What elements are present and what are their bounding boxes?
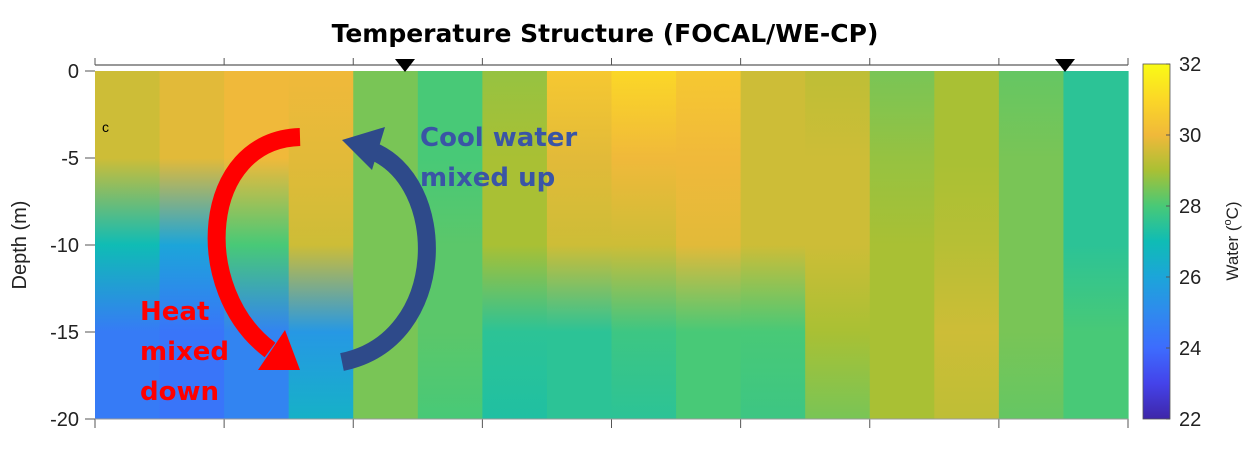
station-marker-triangle-down-icon	[395, 59, 415, 72]
colorbar-label: Water (oC)	[1222, 201, 1242, 280]
heatmap-column	[611, 71, 677, 419]
heat-line-3: down	[140, 377, 219, 407]
y-tick-label: -10	[50, 235, 79, 257]
y-tick-label: -20	[50, 409, 79, 431]
y-tick-label: -15	[50, 322, 79, 344]
panel-label: c	[102, 119, 109, 135]
cool-annotation: Cool water mixed up	[420, 123, 577, 193]
cool-line-2: mixed up	[420, 163, 555, 193]
colorbar-tick-label: 32	[1179, 54, 1201, 76]
colorbar: 32 30 28 26 24 22	[1142, 54, 1201, 431]
heatmap-column	[998, 71, 1065, 419]
cool-arrow-body	[339, 141, 436, 371]
heatmap-column	[353, 71, 419, 419]
heatmap-column	[546, 71, 613, 419]
y-tick-label: -5	[61, 148, 79, 170]
colorbar-tick-label: 24	[1179, 338, 1201, 360]
heatmap-column	[95, 71, 161, 419]
y-tick-label: 0	[68, 61, 79, 83]
heatmap-column	[869, 71, 935, 419]
heatmap-cells	[95, 71, 1129, 419]
chart-title: Temperature Structure (FOCAL/WE-CP)	[332, 19, 879, 48]
heatmap-column	[740, 71, 806, 419]
y-axis-label: Depth (m)	[9, 201, 31, 290]
heatmap-column	[676, 71, 742, 419]
heatmap-column	[934, 71, 1000, 419]
heat-line-2: mixed	[140, 337, 229, 367]
colorbar-gradient	[1142, 63, 1171, 420]
station-marker-triangle-down-icon	[1055, 59, 1075, 72]
heat-arrow-body	[207, 128, 301, 358]
colorbar-tick-label: 30	[1179, 125, 1201, 147]
colorbar-tick-label: 22	[1179, 409, 1201, 431]
colorbar-tick-label: 26	[1179, 267, 1201, 289]
heat-line-1: Heat	[140, 297, 209, 327]
heatmap-column	[1063, 71, 1129, 419]
mixing-arrows	[207, 127, 436, 371]
heatmap-column	[482, 71, 548, 419]
cool-line-1: Cool water	[420, 123, 577, 153]
colorbar-tick-label: 28	[1179, 196, 1201, 218]
heatmap-column	[805, 71, 871, 419]
axes: 0 -5 -10 -15 -20	[50, 58, 1129, 431]
heat-arrowhead-icon	[258, 330, 300, 370]
cool-arrowhead-icon	[342, 127, 385, 170]
heat-annotation: Heat mixed down	[140, 297, 229, 407]
